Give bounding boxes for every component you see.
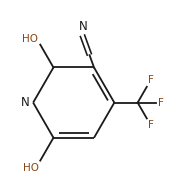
Text: F: F <box>148 75 154 85</box>
Text: N: N <box>21 96 29 109</box>
Text: HO: HO <box>22 34 38 44</box>
Text: F: F <box>148 120 154 130</box>
Text: HO: HO <box>23 163 39 173</box>
Text: N: N <box>79 20 88 33</box>
Text: F: F <box>158 98 164 108</box>
